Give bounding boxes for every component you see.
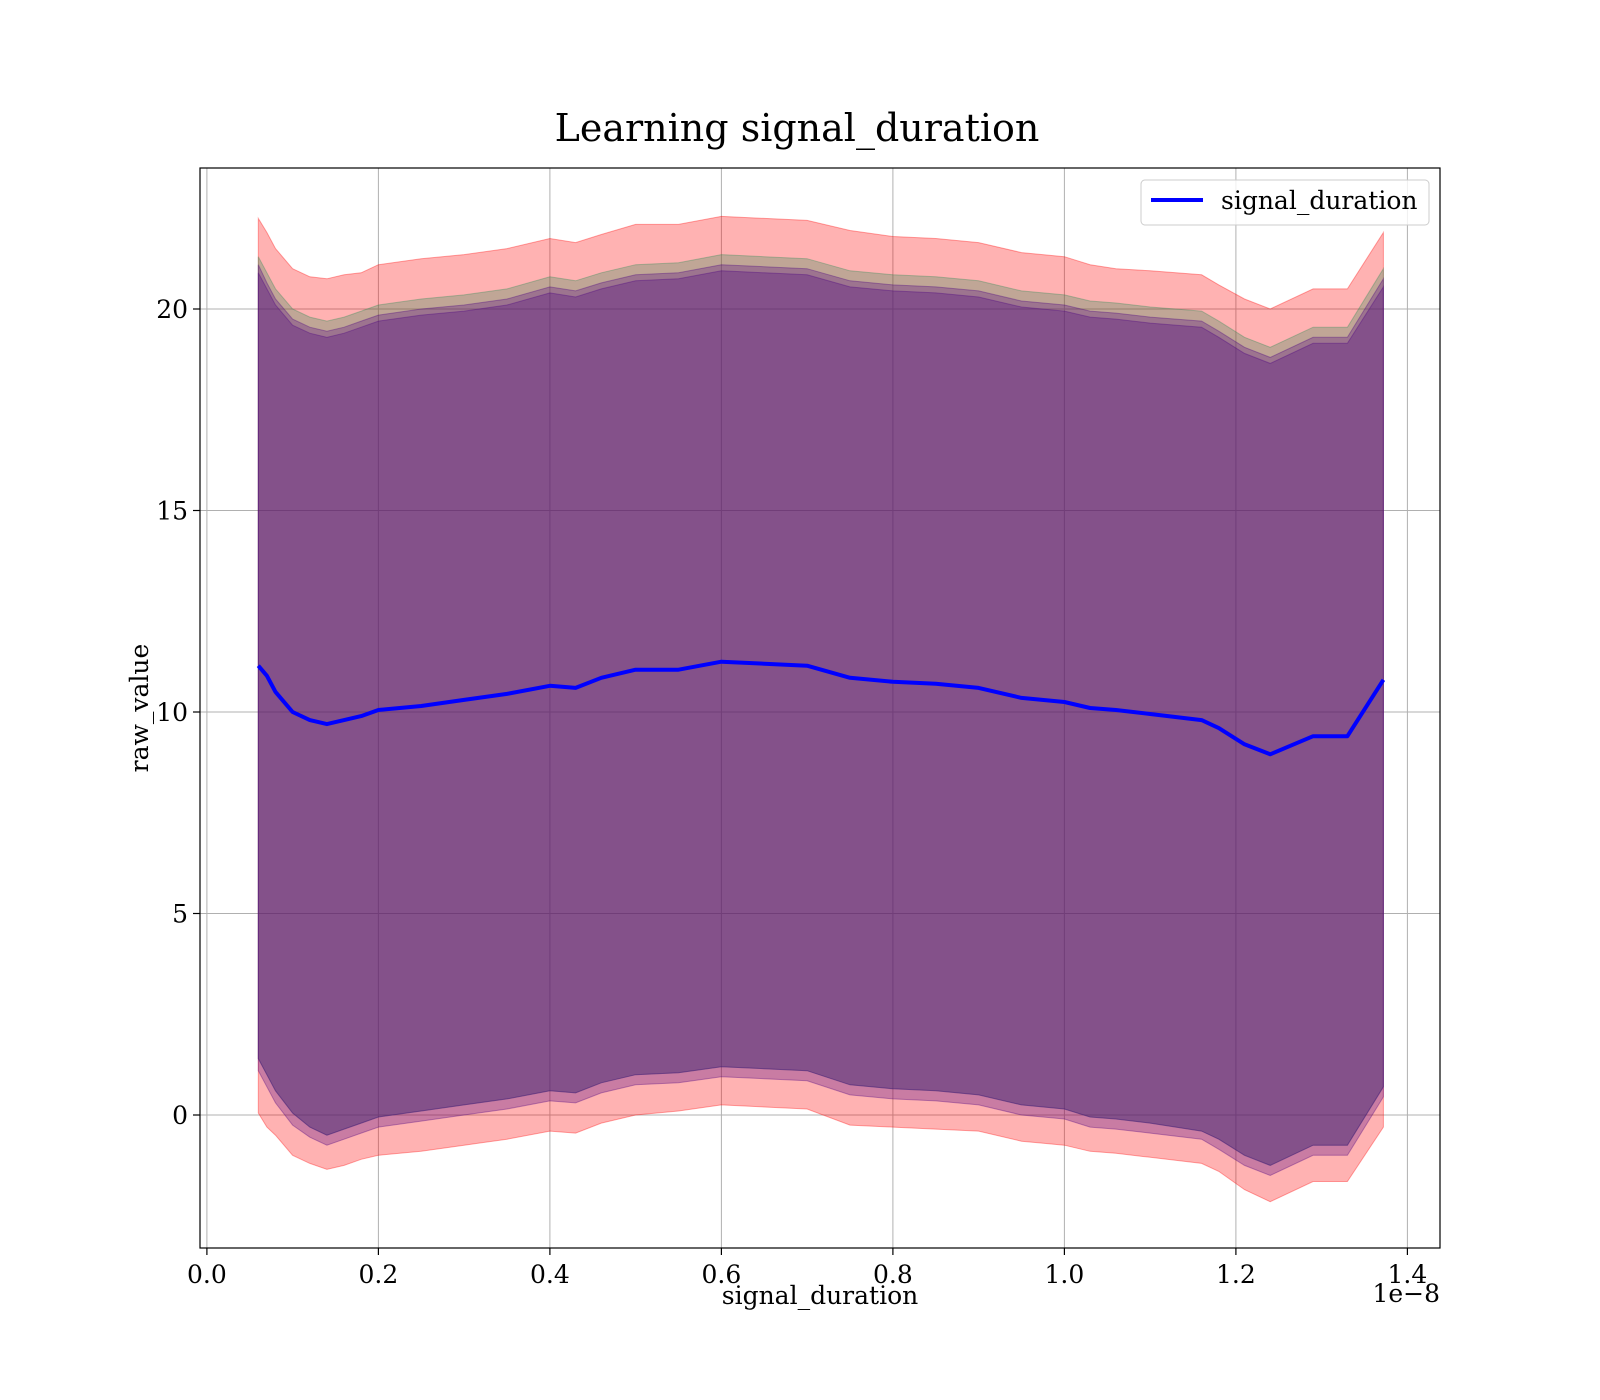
x-axis-label: signal_duration <box>722 1281 918 1310</box>
x-tick-label: 1.2 <box>1216 1260 1256 1289</box>
x-tick-label: 0.4 <box>530 1260 570 1289</box>
series-lines <box>256 659 1386 757</box>
x-axis-offset-text: 1e−8 <box>1372 1279 1440 1308</box>
x-tick-label: 0.8 <box>873 1260 913 1289</box>
y-tick-label: 0 <box>172 1101 188 1130</box>
x-tick-label: 1.0 <box>1045 1260 1085 1289</box>
chart-title: Learning signal_duration <box>555 106 1040 151</box>
legend: signal_duration <box>1140 179 1430 226</box>
series-line-1 <box>256 659 1386 757</box>
confidence-band-1 <box>257 215 1384 1203</box>
axes-frame <box>199 167 1441 1249</box>
x-tick-label: 0.2 <box>359 1260 399 1289</box>
y-tick-label: 5 <box>172 900 188 929</box>
x-axis-ticks: 0.0 0.2 0.4 0.6 0.8 1.0 1.2 1.4 <box>187 1248 1427 1289</box>
confidence-band-3 <box>257 264 1384 1177</box>
y-tick-label: 10 <box>156 698 188 727</box>
legend-label: signal_duration <box>1221 186 1417 215</box>
legend-box <box>1140 179 1430 226</box>
y-tick-label: 15 <box>156 497 188 526</box>
y-axis-ticks: 0 5 10 15 20 <box>156 295 200 1130</box>
x-tick-label: 1.4 <box>1388 1260 1428 1289</box>
confidence-band-2 <box>257 254 1384 1166</box>
y-axis-label: raw_value <box>125 644 154 773</box>
y-tick-label: 20 <box>156 295 188 324</box>
plot-area <box>199 167 1441 1249</box>
x-tick-label: 0.6 <box>702 1260 742 1289</box>
gridlines <box>200 168 1440 1248</box>
confidence-bands <box>257 215 1384 1203</box>
x-tick-label: 0.0 <box>187 1260 227 1289</box>
confidence-band-4 <box>257 270 1384 1166</box>
